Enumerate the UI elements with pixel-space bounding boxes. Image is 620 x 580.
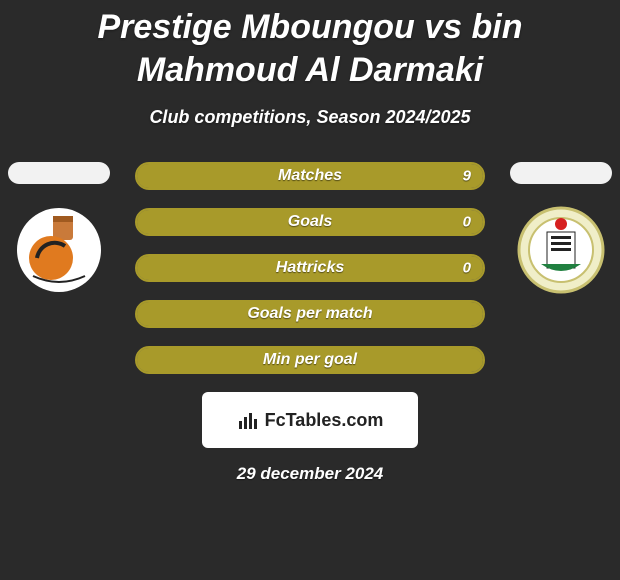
stat-bar: Matches 9 <box>135 162 485 190</box>
ajman-club-icon <box>9 206 109 294</box>
comparison-infographic: Prestige Mboungou vs bin Mahmoud Al Darm… <box>0 0 620 580</box>
bar-label: Goals <box>288 213 332 231</box>
player-right-club-badge <box>511 206 611 294</box>
stat-bar: Goals per match <box>135 300 485 328</box>
page-title: Prestige Mboungou vs bin Mahmoud Al Darm… <box>0 0 620 93</box>
bar-value-right: 0 <box>463 214 471 231</box>
branding-box: FcTables.com <box>202 392 418 448</box>
player-right-column <box>506 162 616 294</box>
chart-icon <box>237 409 259 431</box>
stat-bars: Matches 9 Goals 0 Hattricks 0 Goals per match M… <box>135 162 485 374</box>
bar-label: Matches <box>278 167 342 185</box>
bar-label: Hattricks <box>276 259 344 277</box>
stat-bar: Goals 0 <box>135 208 485 236</box>
bar-label: Min per goal <box>263 351 357 369</box>
stat-bar: Hattricks 0 <box>135 254 485 282</box>
player-left-column <box>4 162 114 294</box>
player-left-club-badge <box>9 206 109 294</box>
branding-text: FcTables.com <box>265 410 384 431</box>
stats-area: Matches 9 Goals 0 Hattricks 0 Goals per match M… <box>0 162 620 374</box>
subtitle: Club competitions, Season 2024/2025 <box>0 107 620 128</box>
bar-value-right: 0 <box>463 260 471 277</box>
player-right-name-pill <box>510 162 612 184</box>
stat-bar: Min per goal <box>135 346 485 374</box>
bar-label: Goals per match <box>247 305 372 323</box>
player-left-name-pill <box>8 162 110 184</box>
bar-value-right: 9 <box>463 168 471 185</box>
date-text: 29 december 2024 <box>0 464 620 484</box>
ittihad-kalba-club-icon <box>511 206 611 294</box>
